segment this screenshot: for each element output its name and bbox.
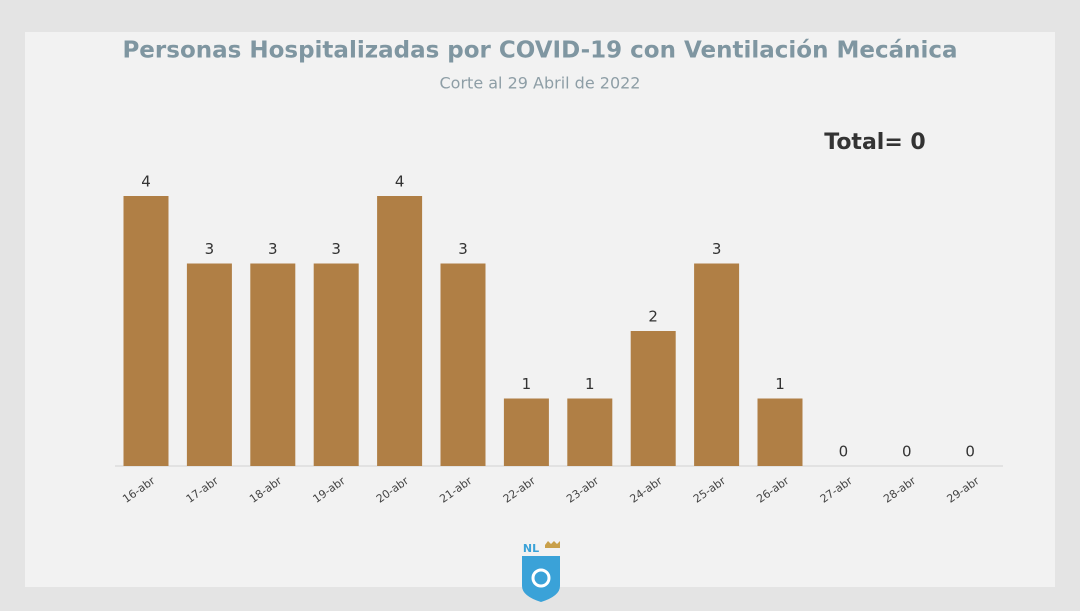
value-label: 0 (839, 443, 849, 461)
card (25, 32, 1055, 587)
bar (567, 398, 613, 466)
bar (757, 398, 803, 466)
total-annotation: Total= 0 (824, 130, 926, 155)
value-label: 3 (268, 240, 278, 258)
bar (313, 263, 359, 466)
logo-shield (522, 556, 560, 602)
value-label: 0 (902, 443, 912, 461)
value-label: 1 (522, 375, 532, 393)
logo: NL (522, 541, 560, 602)
bar (694, 263, 740, 466)
value-label: 3 (712, 240, 722, 258)
logo-crown (545, 541, 560, 548)
logo-text: NL (523, 542, 539, 555)
chart-title: Personas Hospitalizadas por COVID-19 con… (122, 38, 957, 64)
value-label: 3 (331, 240, 341, 258)
bar (123, 196, 169, 466)
value-label: 3 (458, 240, 468, 258)
value-label: 3 (205, 240, 215, 258)
bar (503, 398, 549, 466)
value-label: 1 (775, 375, 785, 393)
bar (377, 196, 423, 466)
value-label: 4 (395, 173, 405, 191)
logo-emblem (531, 568, 551, 588)
value-label: 4 (141, 173, 151, 191)
bar (630, 331, 676, 466)
value-label: 1 (585, 375, 595, 393)
chart-subtitle: Corte al 29 Abril de 2022 (440, 74, 641, 93)
bar (440, 263, 486, 466)
bar (250, 263, 296, 466)
bar (186, 263, 232, 466)
value-label: 2 (648, 308, 658, 326)
value-label: 0 (965, 443, 975, 461)
